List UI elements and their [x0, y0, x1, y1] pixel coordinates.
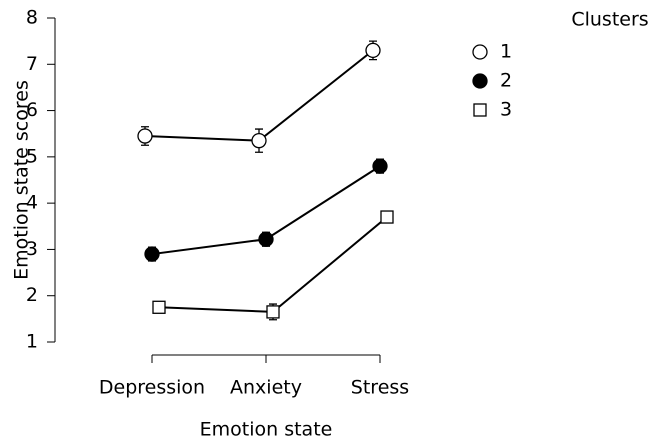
y-tick-label: 7 — [26, 53, 38, 75]
y-tick-label: 3 — [26, 238, 38, 260]
data-point — [266, 305, 280, 319]
data-point — [137, 128, 153, 144]
y-tick-label: 2 — [26, 284, 38, 306]
x-tick-label: Anxiety — [230, 377, 302, 399]
x-tick-label: Stress — [351, 377, 409, 399]
data-point — [251, 133, 267, 149]
legend-marker — [472, 44, 488, 60]
x-axis-title: Emotion state — [200, 419, 333, 441]
y-tick-label: 5 — [26, 145, 38, 167]
y-tick-label: 6 — [26, 99, 38, 121]
legend-label: 3 — [500, 99, 512, 121]
y-tick-label: 4 — [26, 192, 38, 214]
data-point — [152, 300, 166, 314]
series-line — [158, 216, 388, 313]
series-line — [144, 49, 374, 142]
data-point — [372, 158, 388, 174]
data-point — [258, 231, 274, 247]
legend-label: 1 — [500, 41, 512, 63]
legend-marker — [473, 103, 487, 117]
legend-title: Clusters — [571, 9, 648, 31]
y-tick-label: 8 — [26, 7, 38, 29]
data-point — [380, 210, 394, 224]
legend-label: 2 — [500, 70, 512, 92]
legend-marker — [472, 73, 488, 89]
data-point — [365, 42, 381, 59]
x-tick-label: Depression — [99, 377, 205, 399]
y-axis-title: Emotion state scores — [11, 80, 33, 280]
data-point — [144, 246, 160, 262]
y-tick-label: 1 — [26, 331, 38, 353]
